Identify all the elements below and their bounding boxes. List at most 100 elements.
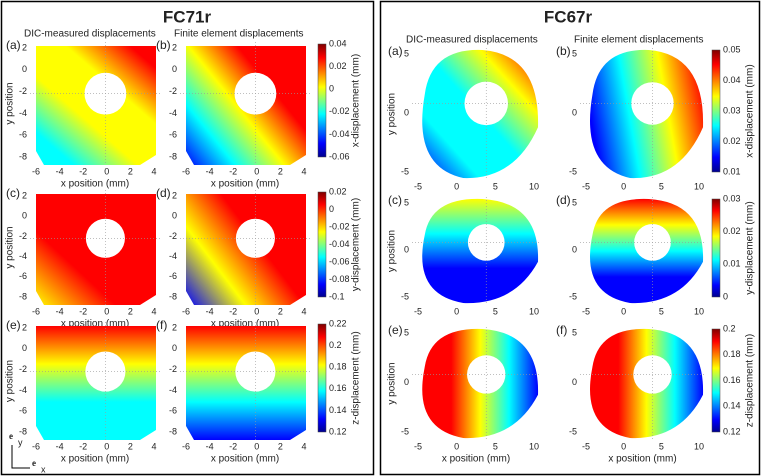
axis-icon-x-sub: x bbox=[41, 464, 46, 474]
panel: (e) -6 -4 -2 0 2 4 2 0 -2 -4 -6 -8 x position (mm) y p… bbox=[5, 318, 160, 465]
displacement-map bbox=[590, 49, 704, 179]
panel: (f) -5 0 5 10 5 0 -5 x position (mm) bbox=[556, 323, 705, 465]
panel: (b)Finite element displacements -6 -4 -2 0 2 4… bbox=[156, 29, 310, 190]
colorbar: 0.02 0 -0.02 -0.04 -0.06 -0.08 -0.1 y-displacem… bbox=[317, 186, 362, 301]
y-tick-label: -4 bbox=[169, 108, 177, 118]
y-axis-label: y position bbox=[387, 362, 398, 404]
y-tick-label: 2 bbox=[172, 190, 177, 200]
panel: (c) -6 -4 -2 0 2 4 2 0 -2 -4 -6 -8 x position (mm) y p… bbox=[5, 186, 160, 330]
panel: (a)DIC-measured displacements -6 -4 -2 0 2 4 2 0… bbox=[5, 29, 160, 190]
x-tick-label: 2 bbox=[278, 166, 283, 176]
colorbar-tick-label: 0.03 bbox=[723, 105, 741, 115]
y-tick-label: -4 bbox=[169, 385, 177, 395]
colorbar-tick-label: -0.08 bbox=[329, 274, 350, 284]
x-tick-label: 0 bbox=[254, 166, 259, 176]
x-tick-label: 5 bbox=[659, 306, 664, 316]
panel-label: (f) bbox=[156, 318, 167, 332]
colorbar-tick-label: -0.04 bbox=[329, 239, 350, 249]
colorbar: 0.04 0.02 0 -0.02 -0.04 -0.06x-displacement (… bbox=[317, 38, 362, 161]
x-tick-label: -4 bbox=[56, 441, 64, 451]
colorbar-tick-label: 0 bbox=[723, 291, 728, 301]
y-tick-label: -5 bbox=[569, 426, 577, 436]
x-tick-label: 2 bbox=[128, 441, 133, 451]
y-tick-label: -2 bbox=[169, 364, 177, 374]
x-tick-label: -2 bbox=[229, 306, 237, 316]
y-tick-label: 2 bbox=[22, 190, 27, 200]
x-tick-label: -5 bbox=[414, 441, 422, 451]
x-axis-label: x position (mm) bbox=[61, 179, 129, 190]
colorbar-scale bbox=[317, 191, 327, 298]
colorbar-tick-label: -0.02 bbox=[329, 221, 350, 231]
colorbar: 0.03 0.02 0.01 0 y-displacement (mm) bbox=[711, 193, 756, 301]
y-tick-label: 0 bbox=[572, 244, 577, 254]
colorbar-tick-label: 0.04 bbox=[329, 38, 347, 48]
colorbar-tick-label: 0.04 bbox=[723, 75, 741, 85]
colorbar-scale bbox=[711, 49, 721, 173]
colorbar-tick-label: 0 bbox=[329, 204, 334, 214]
panel-label: (a) bbox=[388, 44, 403, 58]
axis-icon-y: e bbox=[9, 431, 13, 441]
colorbar-scale bbox=[317, 43, 327, 158]
y-tick-label: -8 bbox=[19, 291, 27, 301]
colorbar-tick-label: 0.12 bbox=[723, 426, 741, 436]
x-tick-label: 5 bbox=[659, 181, 664, 191]
panel-label: (e) bbox=[6, 318, 21, 332]
y-tick-label: -4 bbox=[169, 251, 177, 261]
x-axis-label: x position (mm) bbox=[211, 319, 279, 330]
displacement-map bbox=[422, 49, 539, 179]
x-axis-label: x position (mm) bbox=[442, 454, 510, 465]
colorbar-scale bbox=[711, 328, 721, 433]
y-tick-label: -2 bbox=[169, 86, 177, 96]
colorbar-tick-label: 0.18 bbox=[329, 362, 347, 372]
y-tick-label: -5 bbox=[401, 166, 409, 176]
x-tick-label: 0 bbox=[621, 306, 626, 316]
x-tick-label: -6 bbox=[182, 166, 190, 176]
side-title: FC71r bbox=[163, 7, 212, 26]
x-axis-label: x position (mm) bbox=[61, 319, 129, 330]
x-tick-label: 0 bbox=[104, 441, 109, 451]
panel-label: (d) bbox=[556, 193, 571, 207]
colorbar: 0.22 0.2 0.18 0.16 0.14 0.12 z-displacement (m… bbox=[317, 318, 362, 436]
panel-label: (c) bbox=[388, 193, 402, 207]
colorbar-tick-label: 0.2 bbox=[723, 323, 736, 333]
colorbar-tick-label: 0.01 bbox=[723, 166, 741, 176]
x-tick-label: -4 bbox=[206, 441, 214, 451]
displacement-map bbox=[590, 198, 704, 304]
y-tick-label: -2 bbox=[19, 231, 27, 241]
x-tick-label: 0 bbox=[454, 181, 459, 191]
x-tick-label: -2 bbox=[79, 306, 87, 316]
colorbar-tick-label: 0.01 bbox=[723, 259, 741, 269]
y-tick-label: 5 bbox=[572, 197, 577, 207]
x-tick-label: 0 bbox=[454, 441, 459, 451]
panel-label: (a) bbox=[6, 38, 21, 52]
x-tick-label: 2 bbox=[128, 166, 133, 176]
x-tick-label: 10 bbox=[529, 306, 539, 316]
y-tick-label: 0 bbox=[22, 211, 27, 221]
y-axis-label: y position bbox=[5, 226, 16, 268]
colorbar-label: x-displacement (mm) bbox=[351, 54, 362, 147]
y-tick-label: 5 bbox=[572, 327, 577, 337]
colorbar-tick-label: 0.05 bbox=[723, 44, 741, 54]
colorbar-label: x-displacement (mm) bbox=[745, 64, 756, 157]
colorbar-tick-label: 0.02 bbox=[329, 186, 347, 196]
displacement-map bbox=[186, 46, 306, 165]
y-tick-label: 0 bbox=[404, 377, 409, 387]
y-tick-label: -6 bbox=[19, 130, 27, 140]
colorbar-tick-label: 0.22 bbox=[329, 318, 347, 328]
y-tick-label: -8 bbox=[169, 291, 177, 301]
x-tick-label: 4 bbox=[301, 306, 306, 316]
colorbar-tick-label: 0.02 bbox=[723, 226, 741, 236]
colorbar-tick-label: 0.02 bbox=[723, 136, 741, 146]
x-tick-label: 0 bbox=[254, 306, 259, 316]
x-tick-label: 4 bbox=[151, 306, 156, 316]
panel: (c) -5 0 5 10 5 0 -5 y position bbox=[387, 193, 540, 316]
y-tick-label: -6 bbox=[169, 130, 177, 140]
x-tick-label: 5 bbox=[493, 441, 498, 451]
x-tick-label: 5 bbox=[493, 181, 498, 191]
colorbar-tick-label: -0.06 bbox=[329, 151, 350, 161]
x-tick-label: 10 bbox=[694, 441, 704, 451]
colorbar-label: y-displacement (mm) bbox=[745, 201, 756, 294]
x-tick-label: 10 bbox=[529, 181, 539, 191]
panel-label: (c) bbox=[6, 186, 20, 200]
x-tick-label: -5 bbox=[582, 441, 590, 451]
